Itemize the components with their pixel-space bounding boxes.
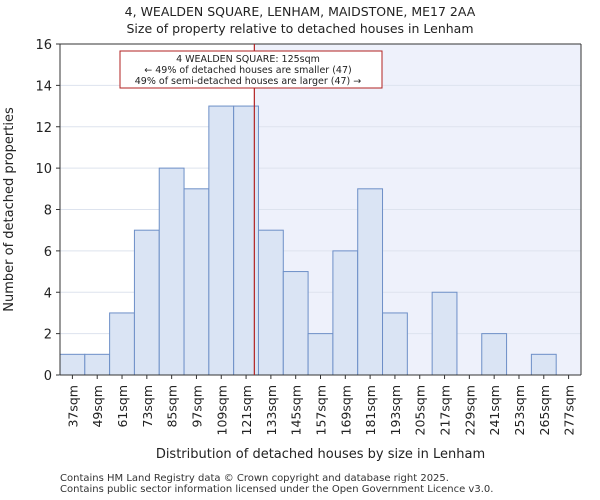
x-tick-label: 229sqm	[462, 385, 477, 435]
x-tick-label: 157sqm	[314, 385, 329, 435]
histogram-bar	[59, 353, 86, 376]
x-tick-label: 277sqm	[562, 385, 577, 435]
x-tick-label: 133sqm	[264, 385, 279, 435]
histogram-bar	[158, 167, 185, 376]
annotation-line-2: ← 49% of detached houses are smaller (47…	[144, 65, 351, 76]
histogram-bar	[257, 229, 284, 376]
annotation-line-1: 4 WEALDEN SQUARE: 125sqm	[176, 54, 320, 65]
x-tick-label: 217sqm	[438, 385, 453, 435]
chart-subtitle: Size of property relative to detached ho…	[126, 21, 474, 36]
x-tick-label: 37sqm	[65, 385, 80, 428]
histogram-bar	[84, 353, 111, 376]
footer-copyright: Contains HM Land Registry data © Crown c…	[60, 473, 449, 484]
y-tick-label: 8	[44, 204, 52, 219]
y-axis-title: Number of detached properties	[2, 107, 17, 312]
x-tick-label: 73sqm	[140, 385, 155, 428]
histogram-bar	[357, 188, 384, 376]
x-tick-label: 181sqm	[363, 385, 378, 435]
histogram-bar	[481, 333, 508, 376]
y-tick-label: 0	[44, 369, 52, 384]
y-tick-label: 12	[35, 121, 52, 136]
x-tick-label: 205sqm	[413, 385, 428, 435]
x-tick-label: 145sqm	[289, 385, 304, 435]
histogram-bar	[307, 333, 334, 376]
x-tick-label: 169sqm	[338, 385, 353, 435]
y-tick-label: 16	[35, 38, 52, 53]
x-tick-label: 253sqm	[512, 385, 527, 435]
footer-licence: Contains public sector information licen…	[60, 484, 494, 495]
y-tick-label: 6	[44, 245, 52, 260]
chart-title: 4, WEALDEN SQUARE, LENHAM, MAIDSTONE, ME…	[124, 4, 476, 19]
histogram-bar	[183, 188, 210, 376]
x-tick-label: 121sqm	[239, 385, 254, 435]
annotation-line-3: 49% of semi-detached houses are larger (…	[135, 76, 362, 87]
histogram-bar	[282, 271, 309, 376]
y-tick-label: 4	[44, 286, 52, 301]
histogram-bar	[208, 105, 235, 376]
y-tick-label: 10	[35, 162, 52, 177]
x-axis-title: Distribution of detached houses by size …	[156, 447, 485, 462]
histogram-bar	[530, 353, 557, 376]
histogram-bar	[332, 250, 359, 376]
x-tick-label: 49sqm	[90, 385, 105, 428]
y-tick-label: 2	[44, 328, 52, 343]
histogram-bar	[431, 291, 458, 376]
x-tick-label: 85sqm	[165, 385, 180, 428]
annotation-box	[119, 50, 383, 89]
histogram-bar	[133, 229, 160, 376]
x-tick-label: 109sqm	[214, 385, 229, 435]
x-tick-label: 193sqm	[388, 385, 403, 435]
x-tick-label: 265sqm	[537, 385, 552, 435]
histogram-bar	[382, 312, 408, 376]
x-tick-label: 61sqm	[115, 385, 130, 428]
x-tick-label: 97sqm	[189, 385, 204, 428]
x-tick-label: 241sqm	[487, 385, 502, 435]
y-tick-label: 14	[35, 79, 52, 94]
histogram-bar	[109, 312, 135, 376]
